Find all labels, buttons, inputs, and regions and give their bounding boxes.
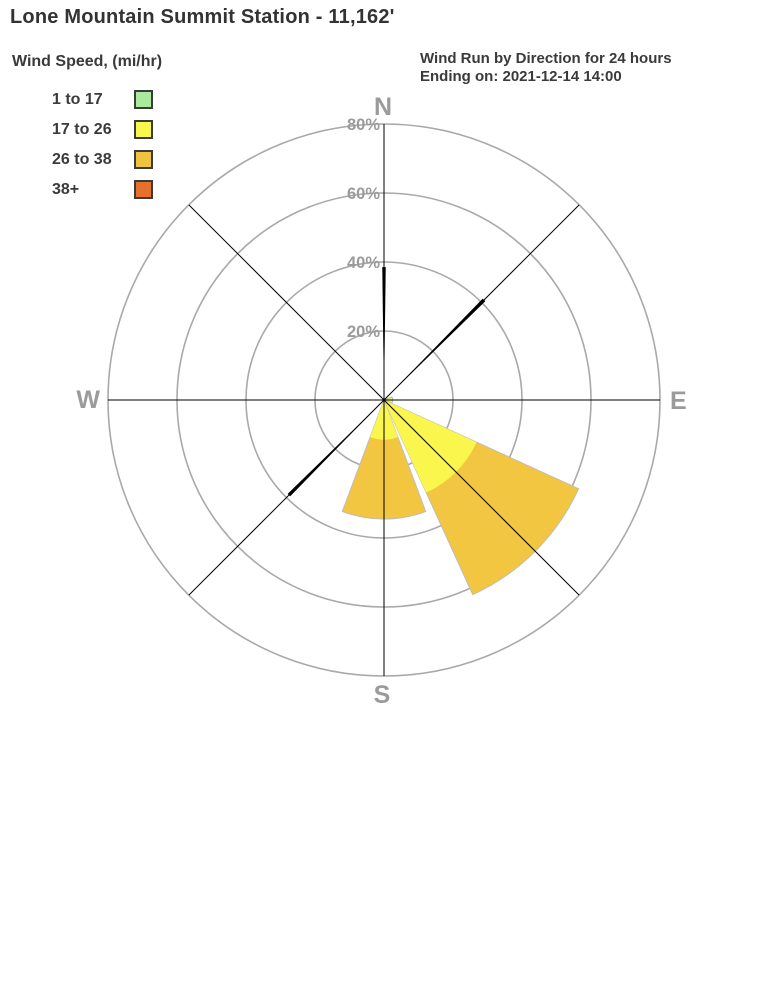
legend-swatch-green: [134, 90, 153, 109]
chart-subtitle: Wind Run by Direction for 24 hours Endin…: [420, 50, 672, 86]
legend-title: Wind Speed, (mi/hr): [12, 53, 163, 70]
radial-tick-label: 60%: [347, 185, 380, 203]
compass-label-w: W: [76, 386, 100, 414]
legend-item: 1 to 17: [52, 90, 212, 120]
legend-label: 26 to 38: [52, 151, 112, 168]
sector-ne-spike: [384, 298, 486, 400]
legend-label: 38+: [52, 181, 80, 198]
legend-item: 38+: [52, 180, 212, 210]
sector-n-spike: [382, 267, 386, 400]
page-title: Lone Mountain Summit Station - 11,162': [10, 6, 395, 28]
legend-swatch-yellow: [134, 120, 153, 139]
legend-label: 17 to 26: [52, 121, 112, 138]
compass-label-n: N: [374, 93, 392, 121]
legend-label: 1 to 17: [52, 91, 103, 108]
sector-sw-spike: [287, 400, 384, 497]
legend-item: 17 to 26: [52, 120, 212, 150]
radial-tick-label: 20%: [347, 323, 380, 341]
legend-swatch-orange: [134, 180, 153, 199]
chart-subtitle-line2: Ending on: 2021-12-14 14:00: [420, 68, 622, 85]
wind-speed-legend: 1 to 17 17 to 26 26 to 38 38+: [52, 90, 212, 210]
chart-subtitle-line1: Wind Run by Direction for 24 hours: [420, 50, 672, 67]
compass-label-s: S: [374, 681, 391, 709]
radial-tick-label: 80%: [347, 116, 380, 134]
legend-item: 26 to 38: [52, 150, 212, 180]
legend-swatch-amber: [134, 150, 153, 169]
radial-tick-label: 40%: [347, 254, 380, 272]
compass-label-e: E: [670, 387, 687, 415]
